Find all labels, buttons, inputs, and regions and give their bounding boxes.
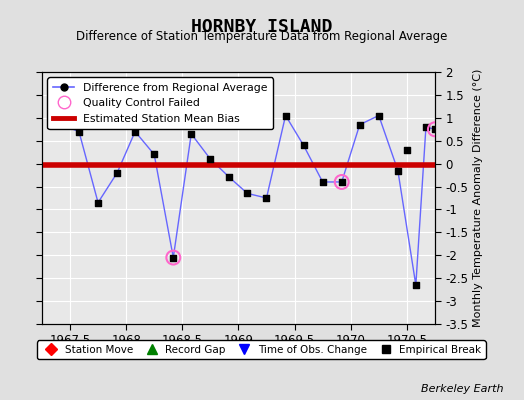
Point <box>319 179 327 185</box>
Point <box>422 124 430 130</box>
Point <box>169 254 178 261</box>
Y-axis label: Monthly Temperature Anomaly Difference (°C): Monthly Temperature Anomaly Difference (… <box>473 69 483 327</box>
Point <box>299 142 308 148</box>
Point <box>57 122 65 128</box>
Point <box>75 128 83 135</box>
Point <box>150 151 158 158</box>
Point <box>169 254 178 261</box>
Point <box>337 179 346 185</box>
Text: Difference of Station Temperature Data from Regional Average: Difference of Station Temperature Data f… <box>77 30 447 43</box>
Point <box>131 128 139 135</box>
Text: HORNBY ISLAND: HORNBY ISLAND <box>191 18 333 36</box>
Point <box>394 167 402 174</box>
Point <box>337 179 346 185</box>
Point <box>431 126 439 132</box>
Point <box>225 174 234 180</box>
Point <box>281 112 290 119</box>
Point <box>243 190 252 197</box>
Point <box>113 170 122 176</box>
Point <box>94 199 102 206</box>
Point <box>431 126 439 132</box>
Point <box>206 156 214 162</box>
Point <box>412 282 420 288</box>
Point <box>263 195 271 201</box>
Legend: Station Move, Record Gap, Time of Obs. Change, Empirical Break: Station Move, Record Gap, Time of Obs. C… <box>37 340 486 359</box>
Legend: Difference from Regional Average, Quality Control Failed, Estimated Station Mean: Difference from Regional Average, Qualit… <box>47 78 273 129</box>
Point <box>355 122 364 128</box>
Point <box>187 131 195 137</box>
Point <box>402 147 411 153</box>
Text: Berkeley Earth: Berkeley Earth <box>421 384 503 394</box>
Point <box>375 112 383 119</box>
